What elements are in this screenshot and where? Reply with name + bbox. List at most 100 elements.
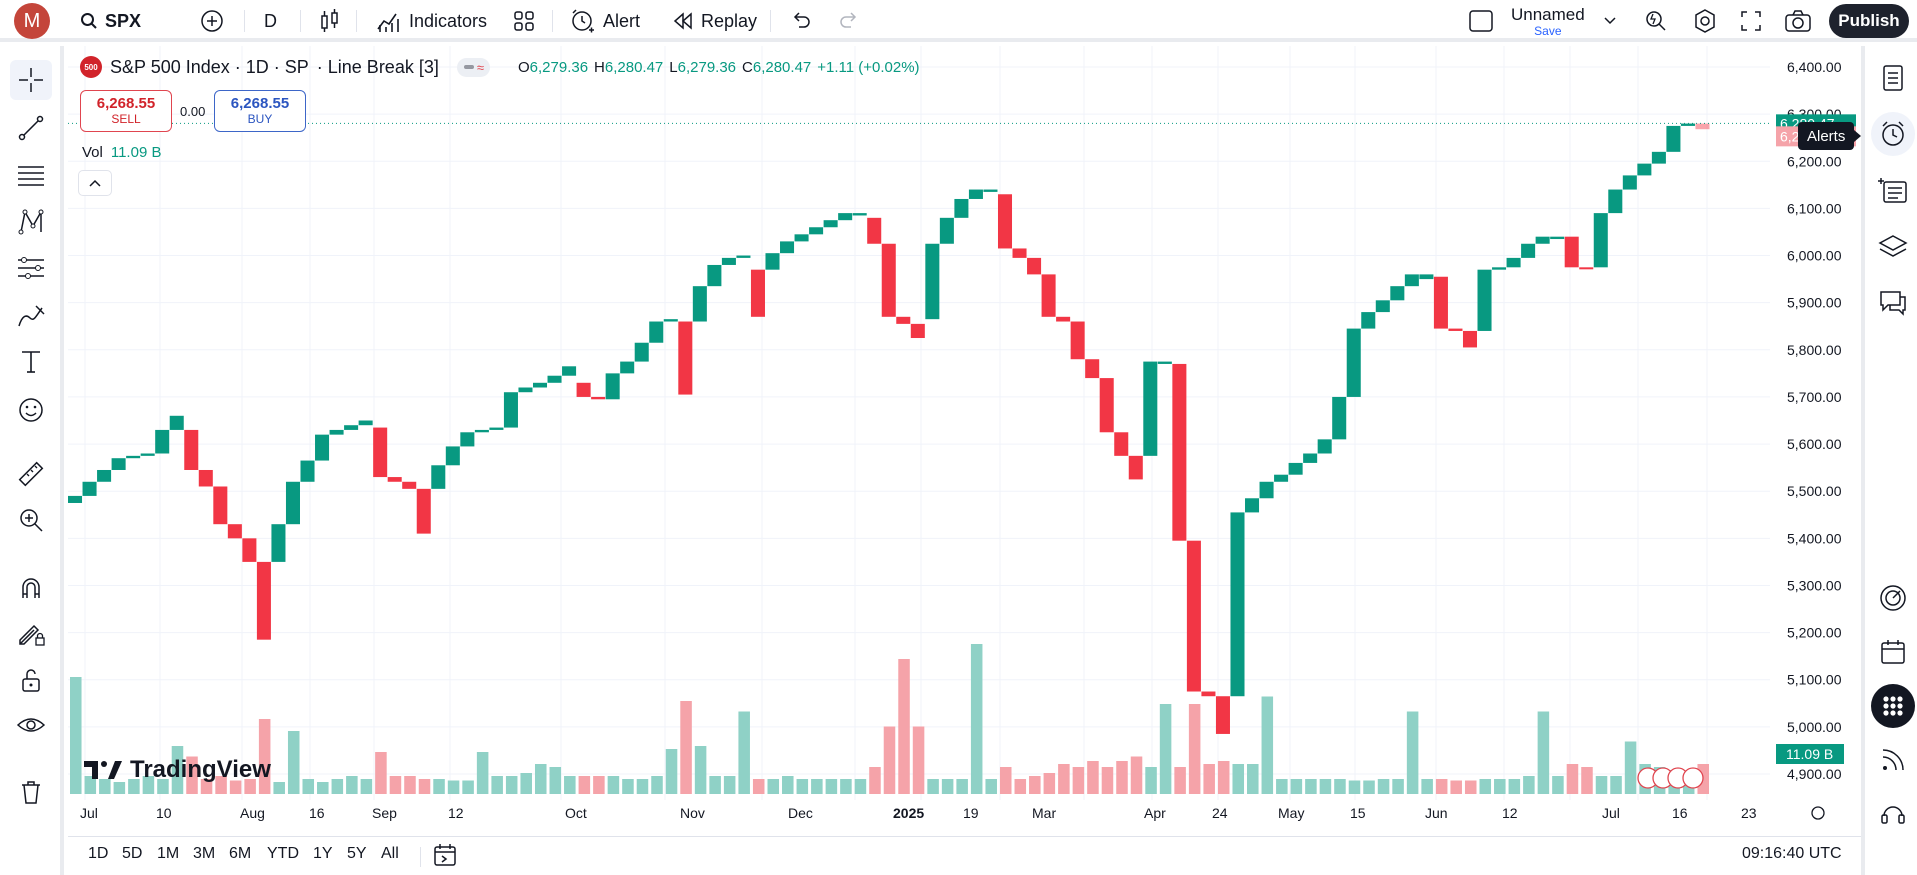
streams-button[interactable] [1871, 738, 1915, 782]
line-break-brick [765, 253, 780, 270]
series-title[interactable]: S&P 500 Index · 1D · SP [110, 56, 309, 77]
go-to-date-button[interactable] [432, 843, 458, 872]
quick-search-button[interactable] [1644, 0, 1668, 42]
crosshair-tool[interactable] [10, 60, 52, 100]
fib-tool[interactable] [10, 156, 52, 196]
brush-tool[interactable] [10, 296, 52, 336]
alarm-clock-icon [570, 8, 596, 34]
alert-label: Alert [603, 10, 641, 31]
volume-legend[interactable]: Vol 11.09 B [82, 144, 161, 161]
utc-clock[interactable]: 09:16:40 UTC [1742, 845, 1842, 862]
volume-bar [389, 776, 402, 794]
volume-bar [331, 779, 344, 794]
news-button[interactable] [1871, 168, 1915, 212]
volume-bar [1203, 764, 1215, 794]
broadcast-icon [1879, 746, 1907, 774]
publish-button[interactable]: Publish [1829, 4, 1909, 38]
snapshot-button[interactable] [1784, 0, 1812, 42]
range-button[interactable]: 1M [157, 845, 180, 862]
line-break-brick [1462, 330, 1478, 348]
settings-button[interactable] [1692, 0, 1718, 42]
alert-button[interactable]: Alert [570, 0, 640, 42]
emoji-tool[interactable] [10, 390, 52, 430]
volume-bar [956, 779, 968, 794]
magnet-tool[interactable] [10, 568, 52, 608]
range-button[interactable]: 1D [88, 845, 109, 862]
volume-bar [186, 756, 198, 794]
zoom-tool[interactable] [10, 500, 52, 540]
line-break-brick [315, 434, 330, 461]
dash-icon [463, 63, 475, 71]
user-avatar[interactable]: M [14, 3, 50, 39]
products-button[interactable] [1871, 684, 1915, 728]
chevron-down-icon[interactable] [1604, 17, 1616, 25]
forecast-tool[interactable] [10, 248, 52, 288]
line-break-brick [373, 427, 388, 478]
time-scale-settings-icon [1811, 806, 1825, 820]
remove-drawings-tool[interactable] [10, 772, 52, 812]
line-break-brick [968, 189, 983, 199]
range-button[interactable]: 1Y [313, 845, 333, 862]
line-break-brick [1622, 175, 1637, 190]
compare-symbol-button[interactable] [200, 0, 224, 42]
line-break-brick [285, 481, 300, 525]
replay-button[interactable]: Replay [672, 0, 757, 42]
volume-bar [1305, 779, 1317, 794]
lock-drawings-tool[interactable] [10, 660, 52, 700]
hotlists-button[interactable] [1871, 576, 1915, 620]
range-button[interactable]: 5D [122, 845, 143, 862]
line-break-brick [1157, 361, 1172, 364]
layers-button[interactable] [1871, 224, 1915, 268]
trend-line-tool[interactable] [10, 108, 52, 148]
volume-bar [985, 779, 997, 794]
chats-button[interactable] [1871, 280, 1915, 324]
line-break-brick [707, 264, 722, 287]
legend-visibility-toggle[interactable]: ≈ [456, 57, 490, 77]
chart-canvas[interactable]: 6,400.006,300.006,200.006,100.006,000.00… [68, 46, 1861, 836]
calendar-button[interactable] [1871, 630, 1915, 674]
help-button[interactable] [1871, 792, 1915, 836]
volume-bar [723, 776, 736, 794]
volume-bar [694, 746, 707, 794]
text-tool[interactable] [10, 342, 52, 382]
templates-button[interactable] [512, 0, 536, 42]
undo-button[interactable] [790, 0, 812, 42]
watchlist-button[interactable] [1871, 56, 1915, 100]
alerts-panel-button[interactable] [1871, 112, 1915, 156]
tradingview-logo-icon [84, 759, 124, 781]
symbol-search-button[interactable]: SPX [80, 0, 141, 42]
buy-button[interactable]: 6,268.55 BUY [214, 90, 306, 132]
line-break-brick [634, 342, 649, 362]
volume-bar [1610, 776, 1622, 794]
interval-button[interactable]: D [264, 0, 277, 42]
fullscreen-button[interactable] [1740, 0, 1762, 42]
symbol-logo-text: 500 [84, 62, 98, 72]
chart-type-button[interactable] [318, 0, 342, 42]
sell-button[interactable]: 6,268.55 SELL [80, 90, 172, 132]
volume-bar [1624, 741, 1637, 794]
volume-bar [1537, 711, 1550, 794]
toolbar-divider [420, 847, 421, 867]
sell-price: 6,268.55 [96, 95, 156, 113]
range-button[interactable]: 6M [229, 845, 252, 862]
time-scale-label: Aug [240, 805, 265, 821]
indicators-button[interactable]: Indicators [376, 0, 487, 42]
range-button[interactable]: All [381, 845, 399, 862]
collapse-legend-button[interactable] [78, 170, 112, 196]
line-break-brick [852, 213, 867, 216]
line-break-brick [1433, 276, 1448, 329]
measure-tool[interactable] [10, 454, 52, 494]
time-scale-label: 23 [1741, 805, 1757, 821]
range-button[interactable]: 3M [193, 845, 216, 862]
pattern-tool[interactable] [10, 202, 52, 242]
stay-in-drawing-mode-tool[interactable] [10, 614, 52, 654]
range-button[interactable]: 5Y [347, 845, 367, 862]
line-break-brick [1506, 257, 1521, 268]
line-break-brick [1492, 267, 1507, 270]
volume-bar [564, 776, 576, 794]
layout-menu[interactable]: Unnamed Save [1468, 0, 1616, 42]
range-button[interactable]: YTD [267, 845, 299, 862]
redo-button[interactable] [838, 0, 860, 42]
chart-pane[interactable]: 6,400.00 6,300.00 6,200.00 6,100.00 6,000.00… [68, 46, 1861, 836]
hide-drawings-tool[interactable] [10, 706, 52, 746]
